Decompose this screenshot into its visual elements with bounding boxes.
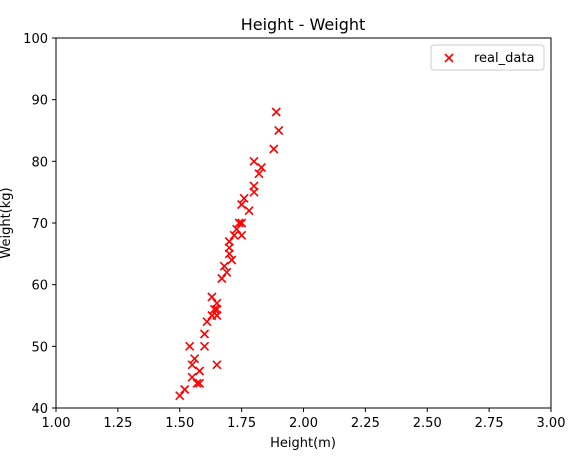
y-tick-label: 60	[31, 279, 48, 294]
data-point	[202, 317, 212, 327]
data-points	[175, 107, 284, 401]
x-tick-label: 1.25	[103, 416, 132, 431]
data-point	[175, 391, 185, 401]
legend-marker-x	[444, 53, 454, 63]
data-point	[234, 218, 244, 228]
data-point	[237, 218, 247, 228]
legend-label: real_data	[474, 51, 534, 66]
x-tick-label: 2.00	[289, 416, 318, 431]
y-tick-label: 90	[31, 94, 48, 109]
data-point	[192, 378, 202, 388]
data-point	[249, 181, 259, 191]
x-tick-label: 1.50	[165, 416, 194, 431]
data-point	[274, 125, 284, 136]
x-tick-label: 2.25	[351, 416, 380, 431]
data-point	[222, 267, 232, 277]
data-point	[232, 224, 242, 234]
plot-frame	[55, 37, 552, 409]
y-axis-ticks: 40 50 60 70 80 90 100	[23, 32, 56, 417]
data-point	[194, 366, 205, 376]
data-point	[224, 236, 234, 247]
x-axis-label: Height(m)	[270, 436, 336, 451]
data-point	[185, 341, 195, 351]
data-point	[187, 372, 197, 382]
x-tick-label: 1.75	[227, 416, 256, 431]
data-point	[207, 292, 217, 302]
x-tick-label: 2.50	[413, 416, 442, 431]
data-point	[217, 273, 227, 284]
data-point	[212, 360, 222, 370]
data-point	[199, 329, 210, 339]
data-point	[249, 156, 259, 166]
data-point	[190, 354, 200, 364]
x-tick-label: 3.00	[537, 416, 566, 431]
data-point	[180, 384, 190, 395]
data-point	[209, 304, 219, 314]
y-tick-label: 40	[31, 402, 48, 417]
data-point	[271, 107, 281, 117]
y-tick-label: 50	[31, 340, 48, 355]
data-point	[229, 230, 239, 240]
data-point	[194, 378, 205, 388]
y-axis-label: Weight(kg)	[0, 187, 14, 258]
data-point	[269, 144, 279, 154]
data-point	[254, 169, 264, 179]
data-point	[239, 193, 249, 203]
data-point	[256, 162, 266, 173]
y-tick-label: 100	[23, 32, 48, 47]
legend-marker-x-icon	[444, 53, 454, 63]
legend: real_data	[430, 44, 545, 71]
data-point	[187, 360, 197, 370]
data-point	[212, 304, 222, 314]
data-point	[219, 261, 229, 271]
x-tick-label: 1.00	[42, 416, 71, 431]
data-point	[244, 206, 254, 216]
data-point	[237, 230, 247, 240]
data-point	[237, 199, 247, 210]
y-tick-label: 80	[31, 155, 48, 170]
data-point	[227, 255, 237, 265]
chart-title: Height - Weight	[241, 15, 366, 34]
data-point	[199, 341, 210, 351]
x-tick-label: 2.75	[475, 416, 504, 431]
x-axis-ticks: 1.00 1.25 1.50 1.75 2.00 2.25 2.50 2.75 3.00	[42, 408, 566, 431]
legend-box	[430, 44, 545, 71]
y-tick-label: 70	[31, 217, 48, 232]
